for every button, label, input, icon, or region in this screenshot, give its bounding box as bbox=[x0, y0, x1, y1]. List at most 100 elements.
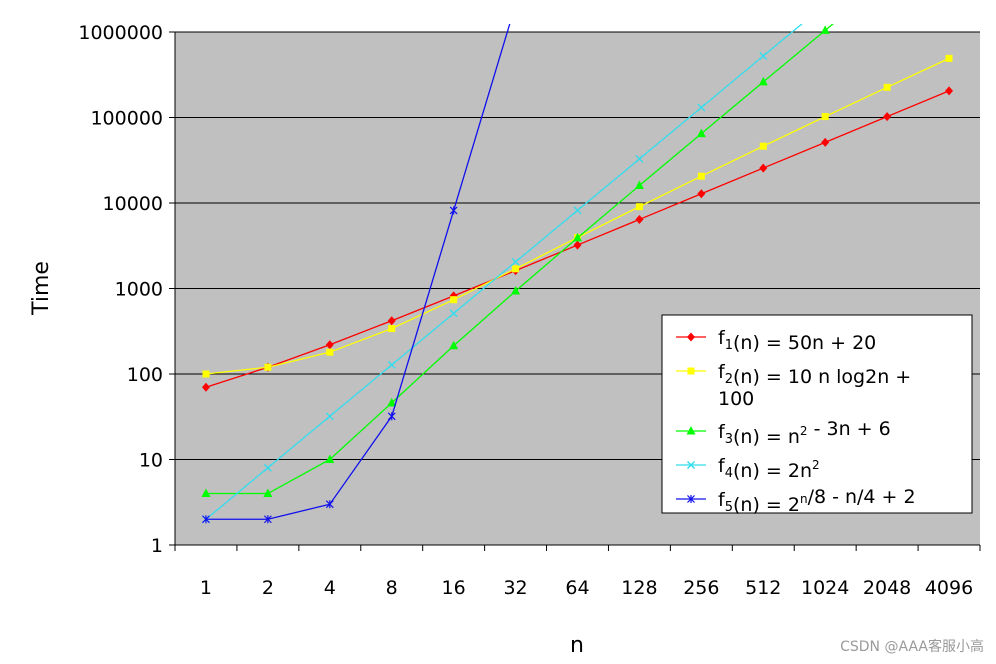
data-point-stroke bbox=[573, 206, 582, 215]
series-clipped bbox=[201, 24, 954, 524]
x-axis-title: n bbox=[570, 633, 584, 658]
data-point bbox=[263, 488, 273, 498]
x-tick-label: 64 bbox=[565, 577, 589, 599]
x-tick-label: 2048 bbox=[863, 577, 911, 599]
legend-label-part: f bbox=[718, 361, 726, 383]
legend-label: f4(n) = 2n2 bbox=[718, 455, 820, 482]
legend-label-part: n bbox=[800, 492, 808, 506]
legend-label-part: f bbox=[718, 327, 726, 349]
data-point bbox=[883, 112, 892, 122]
x-tick-label: 1024 bbox=[801, 577, 849, 599]
data-point bbox=[687, 332, 695, 342]
watermark: CSDN @AAA客服小高 bbox=[840, 639, 984, 655]
data-point bbox=[387, 316, 396, 326]
legend-label: f1(n) = 50n + 20 bbox=[718, 327, 876, 354]
x-tick-labels: 1 2 4 8 16 32 64 128 256 512 1024 2048 4096 bbox=[200, 577, 973, 599]
legend-label-part: 2 bbox=[812, 458, 820, 472]
legend-label-part: (n) = 2 bbox=[733, 494, 800, 516]
x-tick-label: 2 bbox=[262, 577, 274, 599]
legend-label-part: f bbox=[718, 489, 726, 511]
legend-label-part: (n) = 50n + 20 bbox=[733, 332, 876, 354]
legend-item-1: f1(n) = 50n + 20 bbox=[676, 327, 876, 354]
data-point bbox=[450, 296, 458, 304]
data-point-stroke bbox=[759, 51, 768, 60]
series-layer bbox=[201, 24, 954, 524]
series-line bbox=[205, 24, 511, 520]
legend-box bbox=[661, 314, 973, 514]
legend-label-part: /8 - n/4 + 2 bbox=[808, 486, 916, 508]
data-point bbox=[759, 142, 767, 150]
data-point bbox=[201, 488, 211, 498]
axes bbox=[174, 32, 981, 551]
data-point bbox=[512, 265, 520, 273]
data-point bbox=[635, 203, 643, 211]
y-tick-label: 100 bbox=[127, 364, 163, 386]
data-point-stroke bbox=[325, 412, 334, 421]
x-tick-label: 128 bbox=[621, 577, 657, 599]
data-point bbox=[449, 309, 458, 318]
data-point bbox=[325, 412, 334, 421]
legend-label-part: 2 bbox=[725, 372, 733, 387]
legend-label-part: 3 bbox=[725, 432, 733, 447]
series-line bbox=[205, 24, 834, 495]
data-point bbox=[687, 495, 695, 503]
data-point bbox=[821, 137, 830, 147]
data-point bbox=[821, 113, 829, 121]
x-tick-label: 32 bbox=[503, 577, 527, 599]
series-3 bbox=[201, 24, 834, 498]
data-point-stroke bbox=[687, 461, 695, 469]
legend-label-part: 2 bbox=[800, 424, 808, 438]
x-tick-label: 512 bbox=[745, 577, 781, 599]
data-point bbox=[202, 370, 210, 378]
data-point bbox=[511, 286, 521, 295]
data-point-stroke bbox=[263, 463, 272, 472]
data-point-stroke bbox=[449, 309, 458, 318]
data-point bbox=[263, 463, 272, 472]
data-point bbox=[388, 325, 396, 333]
legend-item-5: f5(n) = 2n/8 - n/4 + 2 bbox=[676, 486, 916, 516]
data-point bbox=[696, 128, 706, 138]
y-tick-labels: 1 10 100 1000 10000 100000 1000000 bbox=[78, 22, 163, 557]
y-tick-label: 1 bbox=[151, 535, 163, 557]
data-point bbox=[263, 515, 272, 524]
data-point bbox=[634, 180, 644, 190]
data-point-stroke bbox=[387, 360, 396, 369]
y-tick-label: 100000 bbox=[90, 108, 163, 130]
data-point bbox=[511, 257, 520, 266]
data-point bbox=[687, 461, 695, 469]
data-point bbox=[883, 83, 891, 91]
data-point bbox=[326, 348, 334, 356]
data-point bbox=[697, 103, 706, 112]
series-1 bbox=[201, 86, 954, 392]
legend-label-part: f bbox=[718, 455, 726, 477]
legend-label-part: 1 bbox=[725, 338, 733, 353]
legend-item-3: f3(n) = n2 - 3n + 6 bbox=[676, 418, 891, 448]
legend-label-part: 4 bbox=[725, 466, 733, 481]
legend-label: f5(n) = 2n/8 - n/4 + 2 bbox=[718, 486, 916, 516]
x-tick-label: 4096 bbox=[925, 577, 973, 599]
data-point-stroke bbox=[511, 257, 520, 266]
data-point bbox=[697, 189, 706, 199]
legend-label-part: - 3n + 6 bbox=[808, 418, 891, 440]
y-tick-label: 1000000 bbox=[78, 22, 163, 44]
data-point bbox=[201, 382, 210, 392]
data-point bbox=[202, 515, 210, 524]
legend-label-part: (n) = 2n bbox=[733, 460, 812, 482]
data-point bbox=[635, 214, 644, 224]
data-point bbox=[687, 367, 695, 375]
data-point bbox=[759, 51, 768, 60]
data-point bbox=[325, 500, 334, 509]
data-point-stroke bbox=[697, 103, 706, 112]
data-point bbox=[449, 206, 458, 215]
y-tick-label: 1000 bbox=[115, 279, 163, 301]
legend-label: f3(n) = n2 - 3n + 6 bbox=[718, 418, 891, 448]
series-5 bbox=[202, 24, 511, 524]
data-point bbox=[325, 340, 334, 350]
data-point bbox=[945, 54, 953, 62]
data-point bbox=[697, 172, 705, 180]
data-point bbox=[387, 412, 396, 421]
data-point bbox=[758, 76, 768, 86]
data-point bbox=[573, 232, 582, 242]
y-axis-title: Time bbox=[29, 261, 54, 316]
